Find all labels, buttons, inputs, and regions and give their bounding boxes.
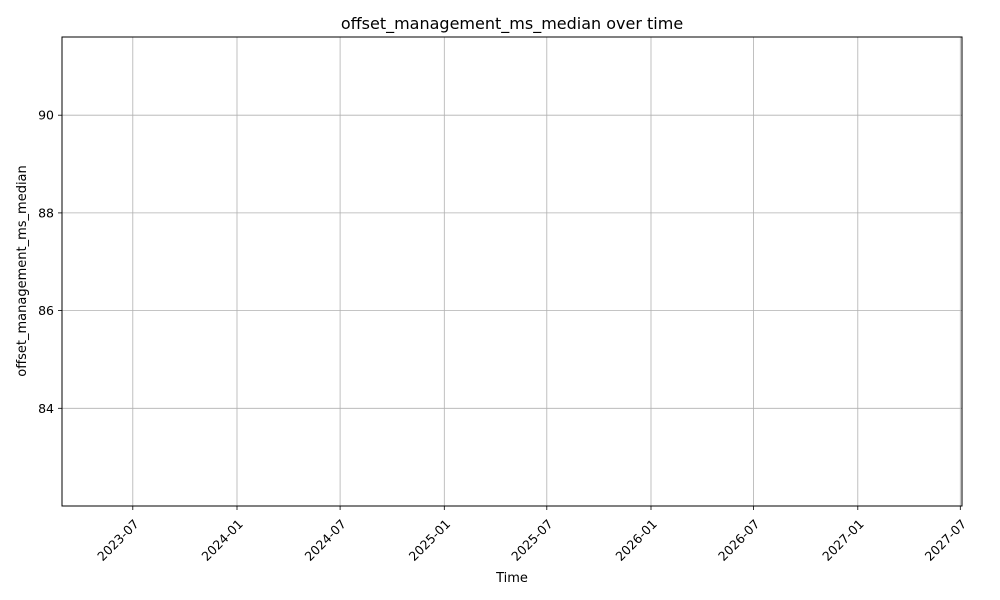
y-tick-label: 86 (38, 303, 54, 318)
grid-layer (62, 37, 962, 506)
y-axis-label: offset_management_ms_median (15, 165, 30, 377)
plot-area-frame (61, 36, 963, 507)
y-tick-label: 84 (38, 401, 54, 416)
x-axis-label: Time (495, 571, 528, 586)
y-tick-label: 90 (38, 108, 54, 123)
chart-title: offset_management_ms_median over time (341, 14, 683, 34)
y-axis: 84 86 88 90 (38, 108, 62, 416)
y-tick-label: 88 (38, 205, 54, 220)
